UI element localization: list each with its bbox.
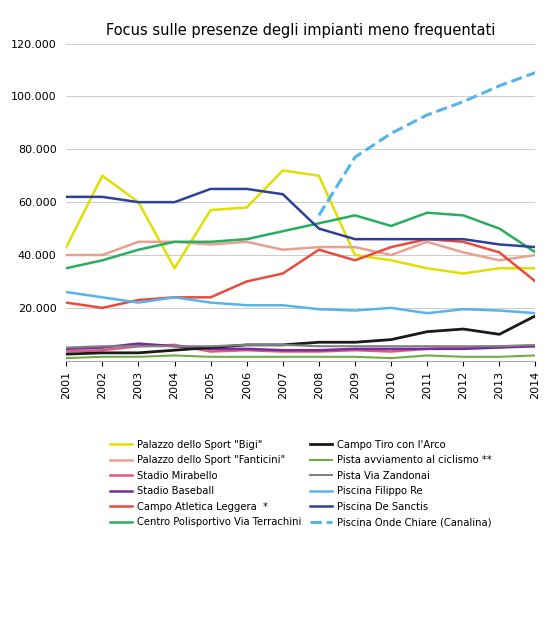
Title: Focus sulle presenze degli impianti meno frequentati: Focus sulle presenze degli impianti meno… bbox=[106, 23, 496, 38]
Legend: Palazzo dello Sport "Bigi", Palazzo dello Sport "Fanticini", Stadio Mirabello, S: Palazzo dello Sport "Bigi", Palazzo dell… bbox=[107, 435, 495, 531]
